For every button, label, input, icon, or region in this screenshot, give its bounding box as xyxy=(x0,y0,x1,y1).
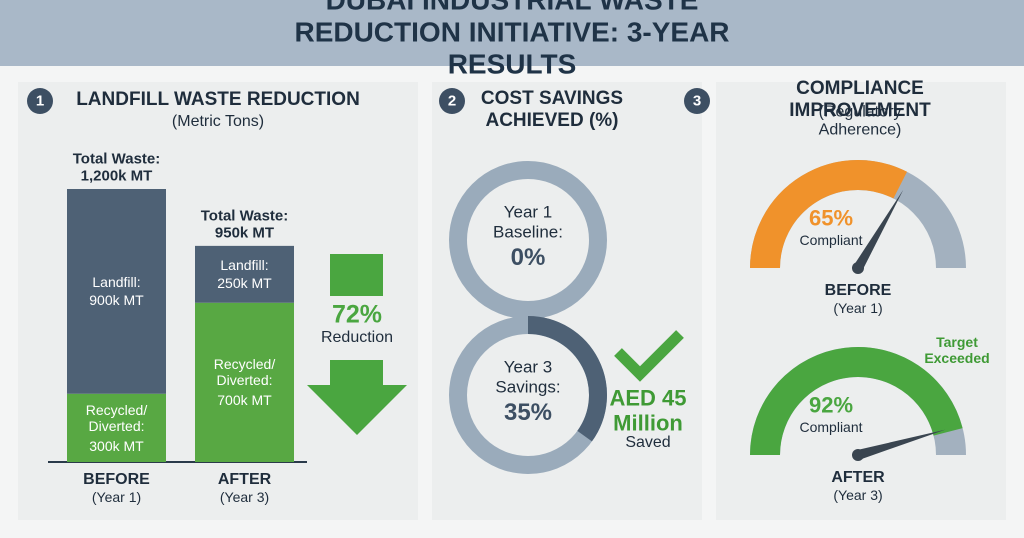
bar-label: BEFORE xyxy=(83,470,150,488)
segment-name: Recycled/ Diverted: xyxy=(213,356,276,389)
segment-value: 250k MT xyxy=(217,275,272,292)
bar-total-value: 1,200k MT xyxy=(80,167,153,185)
number-badge xyxy=(439,88,465,114)
title: DUBAI INDUSTRIAL WASTE REDUCTION INITIAT… xyxy=(294,0,730,81)
segment-value: 900k MT xyxy=(89,292,144,309)
reduction-value: 72% xyxy=(331,300,383,329)
bar-total-value: 950k MT xyxy=(214,224,275,242)
donut-label: Year 1 Baseline: xyxy=(493,202,563,241)
needle-hub xyxy=(852,449,864,461)
bar-total-label: Total Waste: xyxy=(72,150,161,168)
gauge-sublabel: (Year 1) xyxy=(833,299,883,316)
panel-title: COMPLIANCE IMPROVEMENT xyxy=(789,78,931,121)
bar-sublabel: (Year 3) xyxy=(219,488,270,505)
checkmark xyxy=(614,330,684,382)
number-badge xyxy=(27,88,53,114)
panel-subtitle: (Metric Tons) xyxy=(171,112,265,130)
bar-segment xyxy=(195,245,294,303)
segment-name: Landfill: xyxy=(92,274,141,291)
note: Target Exceeded xyxy=(924,333,990,366)
segment-value: 700k MT xyxy=(217,392,272,409)
donut-label: Year 3 Savings: xyxy=(495,357,561,396)
bar-segment xyxy=(67,393,166,462)
donut-arc xyxy=(527,316,607,442)
segment-value: 300k MT xyxy=(89,437,144,454)
badge-number: 2 xyxy=(447,92,457,110)
gauge-value: 65% xyxy=(808,205,854,231)
gauge-sublabel: (Year 3) xyxy=(833,486,883,503)
bar-segment xyxy=(67,189,166,394)
donut-value: 0% xyxy=(510,244,546,272)
gauge-unit: Compliant xyxy=(799,231,863,248)
number-badge xyxy=(684,88,710,114)
segment-name: Recycled/ Diverted: xyxy=(85,401,148,434)
gauge-unit: Compliant xyxy=(799,418,863,435)
segment-name: Landfill: xyxy=(220,257,269,274)
bar-segment xyxy=(195,302,294,462)
gauge-value: 92% xyxy=(808,392,854,418)
gauge-needle xyxy=(853,189,904,271)
gauge-label: AFTER xyxy=(831,468,885,486)
bar-total-label: Total Waste: xyxy=(200,207,289,225)
panel-subtitle: (Regulatory Adherence) xyxy=(818,103,902,139)
bar-label: AFTER xyxy=(217,470,272,488)
header-band xyxy=(0,0,1024,66)
donut-value: 35% xyxy=(503,399,553,427)
badge-number: 3 xyxy=(692,92,702,110)
amount-note: Saved xyxy=(625,433,671,451)
needle-hub xyxy=(852,262,864,274)
amount: AED 45 Million xyxy=(609,385,687,436)
badge-number: 1 xyxy=(35,92,45,110)
gauge-arc xyxy=(750,160,908,269)
bar-sublabel: (Year 1) xyxy=(91,488,142,505)
arrow-top xyxy=(330,254,383,296)
gauge-needle xyxy=(856,429,946,460)
donut-track xyxy=(449,161,607,319)
gauge-arc xyxy=(750,347,963,456)
panel-title: COST SAVINGS ACHIEVED (%) xyxy=(480,88,624,131)
arrow-down xyxy=(307,360,407,435)
reduction-label: Reduction xyxy=(320,328,394,346)
panel-title: LANDFILL WASTE REDUCTION xyxy=(76,89,360,111)
gauge-label: BEFORE xyxy=(824,281,892,299)
